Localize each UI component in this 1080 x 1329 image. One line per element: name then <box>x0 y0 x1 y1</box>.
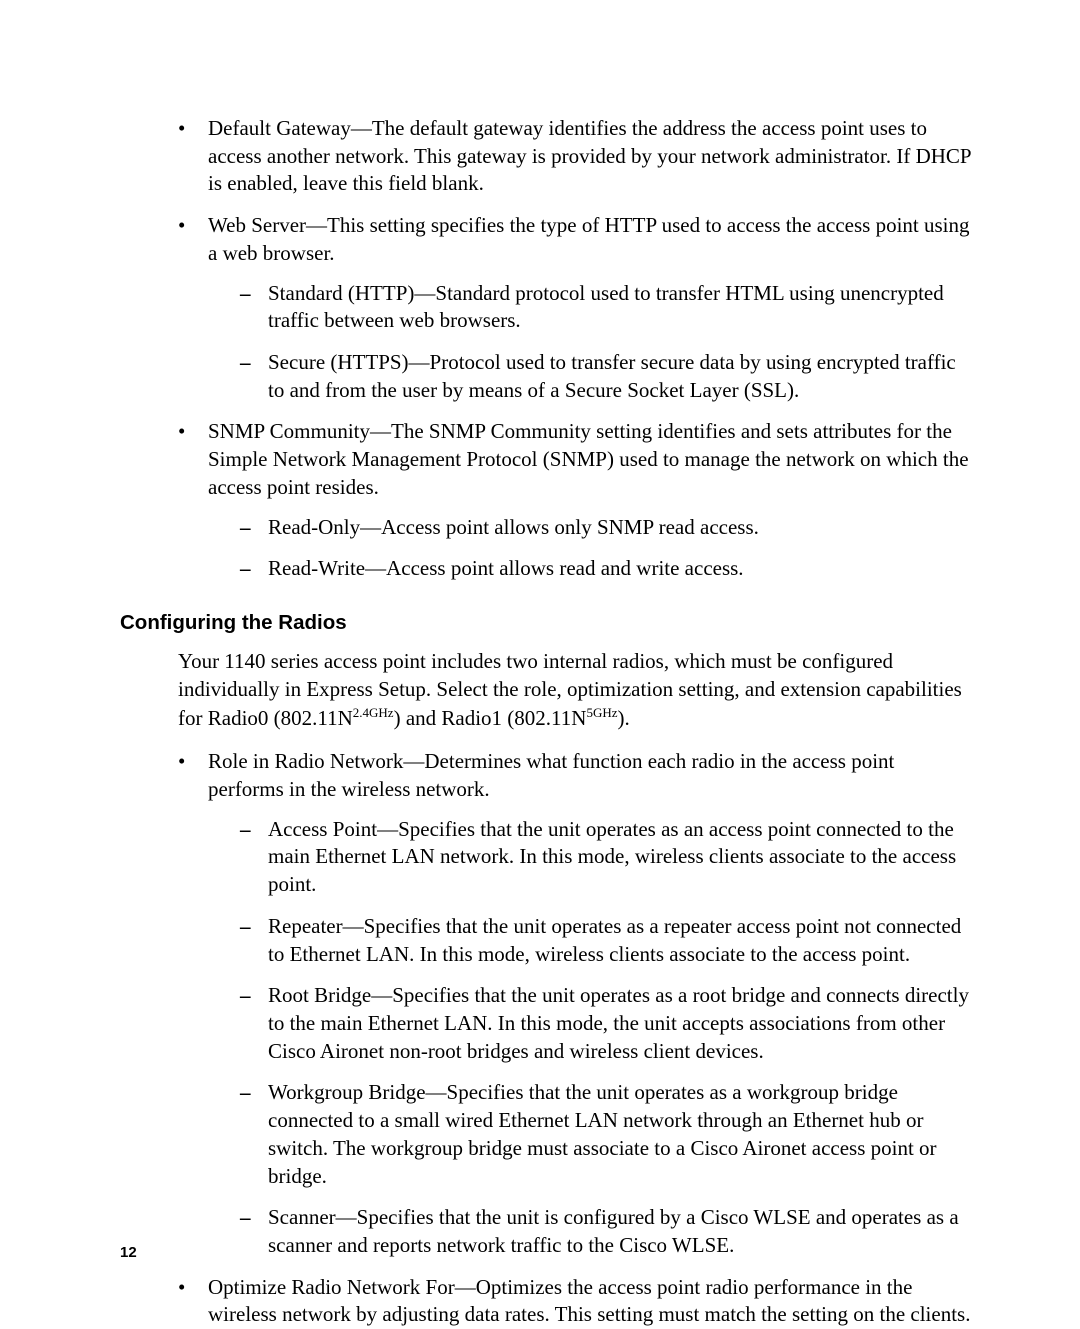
list-sub-item: Secure (HTTPS)—Protocol used to transfer… <box>240 349 975 404</box>
page-number: 12 <box>120 1244 137 1261</box>
list-sub-item: Repeater—Specifies that the unit operate… <box>240 913 975 968</box>
list-item-text: Web Server—This setting specifies the ty… <box>208 213 970 265</box>
list-sub-item: Read-Write—Access point allows read and … <box>240 555 975 583</box>
superscript-1: 2.4GHz <box>353 705 394 720</box>
list-sub-item: Workgroup Bridge—Specifies that the unit… <box>240 1079 975 1190</box>
superscript-2: 5GHz <box>586 705 617 720</box>
list-sub-item: Root Bridge—Specifies that the unit oper… <box>240 982 975 1065</box>
dash-list: Standard (HTTP)—Standard protocol used t… <box>240 280 975 405</box>
list-sub-item: Access Point—Specifies that the unit ope… <box>240 816 975 899</box>
bullet-list-1: Default Gateway—The default gateway iden… <box>178 115 975 583</box>
list-item: Default Gateway—The default gateway iden… <box>178 115 975 198</box>
dash-list: Read-Only—Access point allows only SNMP … <box>240 514 975 583</box>
list-item: Web Server—This setting specifies the ty… <box>178 212 975 404</box>
list-item: SNMP Community—The SNMP Community settin… <box>178 418 975 583</box>
list-sub-item: Standard (HTTP)—Standard protocol used t… <box>240 280 975 335</box>
document-body: Default Gateway—The default gateway iden… <box>120 115 975 1329</box>
intro-text-b: ) and Radio1 (802.11N <box>394 706 587 730</box>
intro-text-c: ). <box>617 706 629 730</box>
intro-paragraph: Your 1140 series access point includes t… <box>178 648 975 732</box>
list-item-text: Role in Radio Network—Determines what fu… <box>208 749 894 801</box>
list-item-text: SNMP Community—The SNMP Community settin… <box>208 419 969 498</box>
dash-list: Access Point—Specifies that the unit ope… <box>240 816 975 1260</box>
list-sub-item: Read-Only—Access point allows only SNMP … <box>240 514 975 542</box>
list-item: Optimize Radio Network For—Optimizes the… <box>178 1274 975 1329</box>
section-heading: Configuring the Radios <box>120 609 975 636</box>
list-sub-item: Scanner—Specifies that the unit is confi… <box>240 1204 975 1259</box>
bullet-list-2: Role in Radio Network—Determines what fu… <box>178 748 975 1329</box>
list-item: Role in Radio Network—Determines what fu… <box>178 748 975 1260</box>
